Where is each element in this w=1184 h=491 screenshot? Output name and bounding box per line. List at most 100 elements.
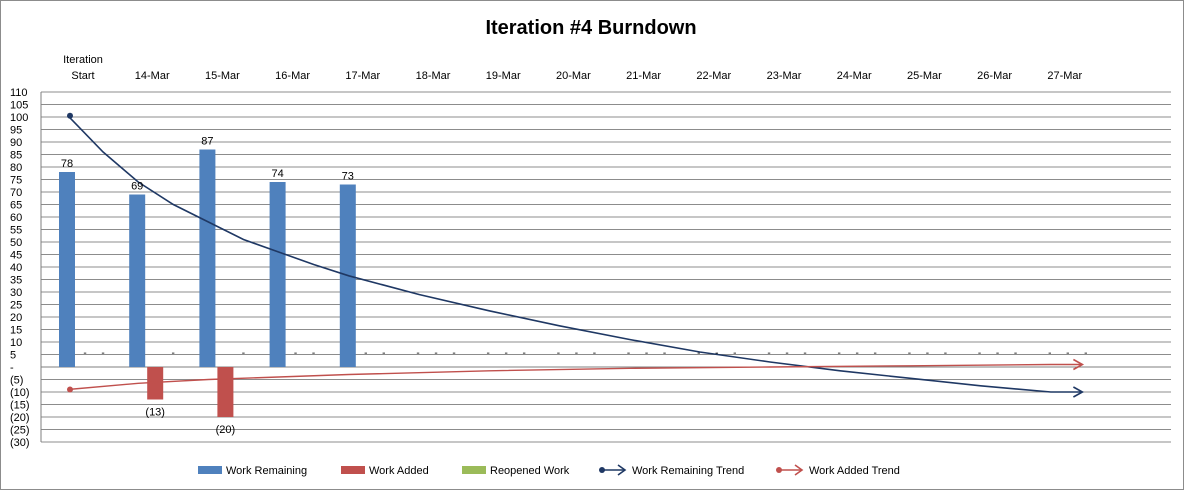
- zero-data-label: -: [838, 348, 841, 359]
- legend-trend-marker: [599, 467, 605, 473]
- y-tick-label: 25: [10, 300, 22, 312]
- y-tick-label: 40: [10, 262, 22, 274]
- chart-title: Iteration #4 Burndown: [485, 17, 696, 39]
- bar: [59, 172, 75, 367]
- y-tick-label: 10: [10, 337, 22, 349]
- data-label: 69: [131, 181, 143, 193]
- legend-swatch: [462, 466, 486, 474]
- legend-label: Work Added: [369, 465, 429, 477]
- zero-data-label: -: [242, 348, 245, 359]
- y-tick-label: 90: [10, 137, 22, 149]
- legend-swatch: [198, 466, 222, 474]
- trend-arrowhead: [1073, 386, 1085, 398]
- zero-data-label: -: [523, 348, 526, 359]
- y-tick-label: 65: [10, 200, 22, 212]
- legend-label: Work Added Trend: [809, 465, 900, 477]
- zero-data-label: -: [101, 348, 104, 359]
- zero-data-label: -: [785, 348, 788, 359]
- trend-line: [67, 115, 1083, 393]
- bar: [199, 149, 216, 367]
- zero-data-label: -: [575, 348, 578, 359]
- y-tick-label: (20): [10, 412, 30, 424]
- zero-data-label: -: [996, 348, 999, 359]
- y-tick-label: 70: [10, 187, 22, 199]
- zero-data-label: -: [926, 348, 929, 359]
- category-label: 14-Mar: [135, 70, 170, 82]
- zero-data-label: -: [733, 348, 736, 359]
- y-tick-label: (25): [10, 425, 30, 437]
- category-label: 25-Mar: [907, 70, 942, 82]
- legend-trend-arrowhead: [617, 464, 627, 476]
- y-tick-label: 105: [10, 100, 28, 112]
- zero-data-label: -: [487, 348, 490, 359]
- zero-data-label: -: [767, 348, 770, 359]
- y-tick-label: 80: [10, 162, 22, 174]
- data-label: 74: [271, 168, 283, 180]
- data-label: (13): [145, 407, 165, 419]
- zero-data-label: -: [505, 348, 508, 359]
- category-label: 15-Mar: [205, 70, 240, 82]
- zero-data-label: -: [434, 348, 437, 359]
- legend-trend-arrowhead: [794, 464, 804, 476]
- y-tick-label: 75: [10, 175, 22, 187]
- legend-label: Reopened Work: [490, 465, 570, 477]
- category-label: 16-Mar: [275, 70, 310, 82]
- category-label: 23-Mar: [767, 70, 802, 82]
- trend-start-marker: [67, 112, 73, 119]
- legend-label: Work Remaining: [226, 465, 307, 477]
- zero-data-label: -: [172, 348, 175, 359]
- category-label: 27-Mar: [1047, 70, 1082, 82]
- zero-data-label: -: [803, 348, 806, 359]
- y-tick-label: 55: [10, 225, 22, 237]
- zero-data-label: -: [978, 348, 981, 359]
- zero-data-label: -: [416, 348, 419, 359]
- trend-start-marker: [67, 386, 73, 393]
- zero-data-label: -: [294, 348, 297, 359]
- bar: [217, 367, 234, 417]
- y-tick-label: 20: [10, 312, 22, 324]
- y-tick-label: (10): [10, 387, 30, 399]
- zero-data-label: -: [557, 348, 560, 359]
- trend-arrowhead: [1073, 358, 1085, 371]
- category-label: 26-Mar: [977, 70, 1012, 82]
- zero-data-label: -: [83, 348, 86, 359]
- legend-swatch: [341, 466, 365, 474]
- category-label: 19-Mar: [486, 70, 521, 82]
- category-label: 20-Mar: [556, 70, 591, 82]
- zero-data-label: -: [663, 348, 666, 359]
- legend-trend-marker: [776, 467, 782, 473]
- bar: [147, 367, 164, 400]
- category-label: 18-Mar: [416, 70, 451, 82]
- zero-data-label: -: [944, 348, 947, 359]
- category-label: Iteration: [63, 54, 103, 66]
- y-tick-label: 60: [10, 212, 22, 224]
- y-tick-label: 110: [10, 87, 28, 99]
- y-tick-label: (5): [10, 375, 23, 387]
- zero-data-label: -: [874, 348, 877, 359]
- y-tick-label: (30): [10, 437, 30, 449]
- category-label: 24-Mar: [837, 70, 872, 82]
- legend-label: Work Remaining Trend: [632, 465, 744, 477]
- zero-data-label: -: [1066, 348, 1069, 359]
- y-tick-label: -: [10, 362, 14, 374]
- zero-data-label: -: [645, 348, 648, 359]
- zero-data-label: -: [715, 348, 718, 359]
- data-label: (20): [216, 424, 236, 436]
- y-tick-label: (15): [10, 400, 30, 412]
- trend-line: [67, 363, 1083, 391]
- data-label: 78: [61, 158, 73, 170]
- zero-data-label: -: [856, 348, 859, 359]
- y-tick-label: 5: [10, 350, 16, 362]
- category-label: 22-Mar: [696, 70, 731, 82]
- data-label: 87: [201, 136, 213, 148]
- zero-data-label: -: [364, 348, 367, 359]
- y-tick-label: 45: [10, 250, 22, 262]
- y-tick-label: 35: [10, 275, 22, 287]
- bar: [269, 182, 286, 367]
- y-tick-label: 15: [10, 325, 22, 337]
- zero-data-label: -: [908, 348, 911, 359]
- zero-data-label: -: [1014, 348, 1017, 359]
- category-label: 21-Mar: [626, 70, 661, 82]
